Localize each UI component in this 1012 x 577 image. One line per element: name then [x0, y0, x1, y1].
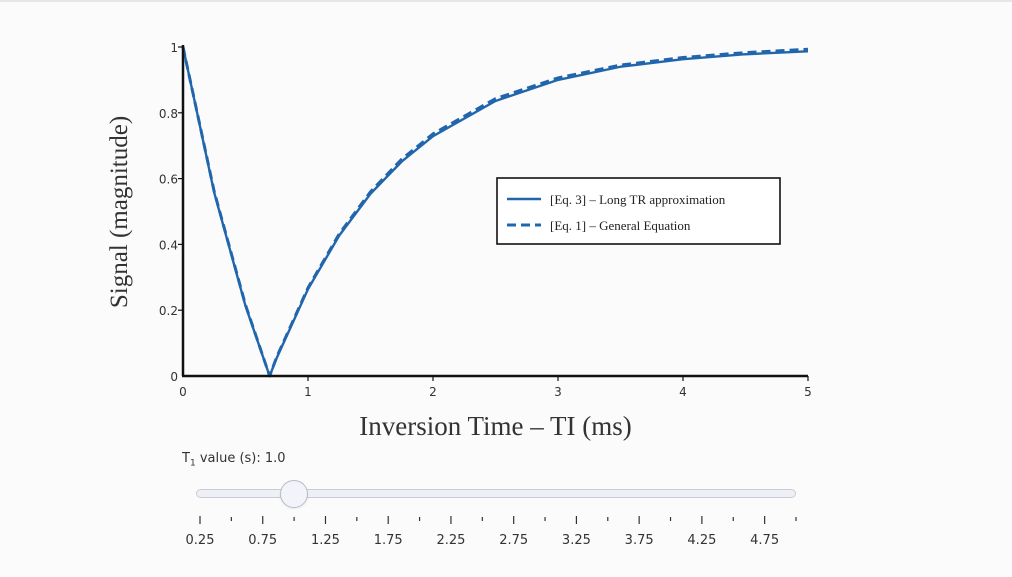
x-tick-label: 5 — [804, 385, 812, 399]
y-tick-label: 0.8 — [159, 107, 178, 121]
slider-label-prefix: T — [182, 451, 190, 466]
series-layer — [181, 46, 809, 378]
slider-step-label[interactable]: 0.25 — [185, 533, 215, 548]
t1-slider-track[interactable] — [196, 489, 796, 498]
series-line-long-tr-approximation — [181, 46, 809, 378]
y-tick-label: 0.6 — [159, 173, 178, 187]
top-divider — [0, 0, 1012, 2]
legend-entry-label: [Eq. 1] – General Equation — [550, 218, 691, 233]
x-axis-title: Inversion Time – TI (ms) — [359, 411, 632, 441]
slider-label-subscript: 1 — [189, 458, 196, 469]
y-axis-title: Signal (magnitude) — [106, 116, 133, 308]
x-tick-label: 2 — [429, 385, 437, 399]
slider-label: T1 value (s): 1.0 — [182, 451, 286, 469]
slider-step-label[interactable]: 2.75 — [499, 533, 529, 548]
slider-step-label[interactable]: 4.75 — [750, 533, 780, 548]
x-tick-label: 0 — [179, 385, 187, 399]
slider-step-label[interactable]: 1.75 — [373, 533, 403, 548]
y-tick-label: 0 — [170, 370, 178, 384]
slider-step-label[interactable]: 3.25 — [561, 533, 591, 548]
x-tick-label: 3 — [554, 385, 562, 399]
slider-step-label[interactable]: 4.25 — [687, 533, 717, 548]
slider-label-value: value (s): 1.0 — [195, 451, 286, 466]
slider-step-label[interactable]: 0.75 — [248, 533, 278, 548]
y-tick-label: 0.2 — [159, 304, 178, 318]
x-tick-label: 1 — [304, 385, 312, 399]
y-tick-label: 0.4 — [159, 238, 178, 252]
y-tick-label: 1 — [170, 41, 178, 55]
slider-step-label[interactable]: 3.75 — [624, 533, 654, 548]
legend-entry-label: [Eq. 3] – Long TR approximation — [550, 192, 726, 207]
inversion-recovery-chart: 0 1 2 3 4 5 0 0.2 0.4 0.6 0.8 1 Inversion Time – TI … — [106, 41, 812, 441]
axes-layer: 0 1 2 3 4 5 0 0.2 0.4 0.6 0.8 1 Inversion Time – TI … — [106, 41, 812, 441]
x-tick-label: 4 — [679, 385, 687, 399]
t1-slider-handle[interactable] — [280, 480, 309, 508]
legend: [Eq. 3] – Long TR approximation [Eq. 1] –… — [496, 177, 781, 245]
slider-step-label[interactable]: 1.25 — [310, 533, 340, 548]
legend-box — [496, 177, 781, 245]
series-line-general-equation — [181, 46, 809, 378]
slider-step-label[interactable]: 2.25 — [436, 533, 466, 548]
